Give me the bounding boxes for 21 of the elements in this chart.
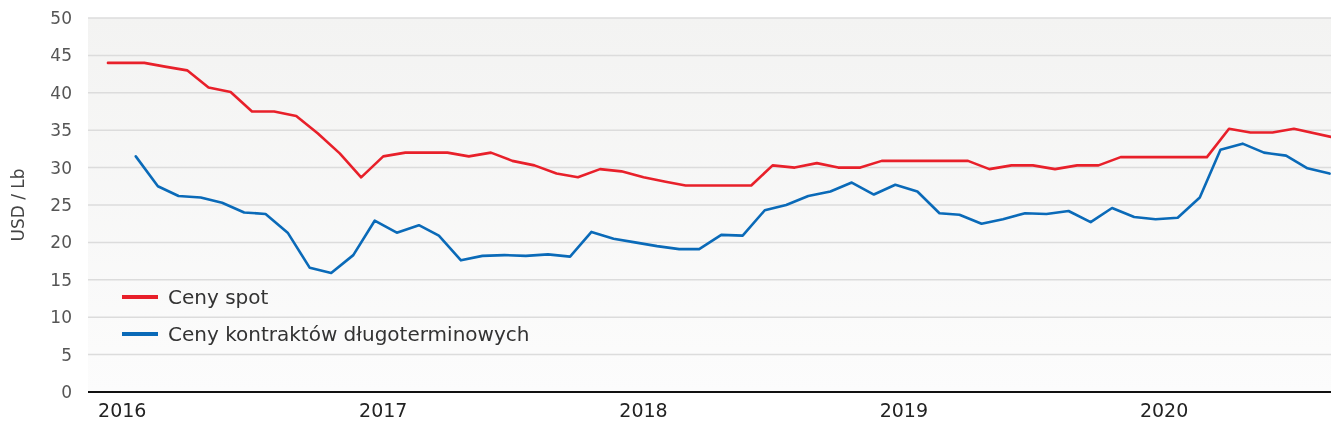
legend-label: Ceny spot <box>168 285 269 309</box>
x-tick-label: 2020 <box>1139 399 1189 421</box>
x-tick-label: 2019 <box>879 399 929 421</box>
y-tick-label: 15 <box>50 269 72 290</box>
x-tick-label: 2016 <box>98 399 147 421</box>
x-tick-label: 2017 <box>359 399 408 421</box>
y-tick-label: 30 <box>50 157 72 178</box>
legend-label: Ceny kontraktów długoterminowych <box>168 322 530 346</box>
y-tick-label: 5 <box>61 344 72 365</box>
y-tick-label: 45 <box>50 45 72 66</box>
y-tick-label: 20 <box>50 232 72 253</box>
y-tick-label: 0 <box>61 381 72 402</box>
y-tick-label: 35 <box>50 120 72 141</box>
line-series <box>106 61 1331 187</box>
x-tick-label: 2018 <box>619 399 668 421</box>
y-tick-label: 10 <box>50 307 72 328</box>
y-tick-label: 25 <box>50 194 72 215</box>
line-series <box>134 142 1331 275</box>
y-tick-label: 40 <box>50 82 72 103</box>
y-tick-label: 50 <box>50 7 72 28</box>
y-axis-title: USD / Lb <box>8 168 28 242</box>
